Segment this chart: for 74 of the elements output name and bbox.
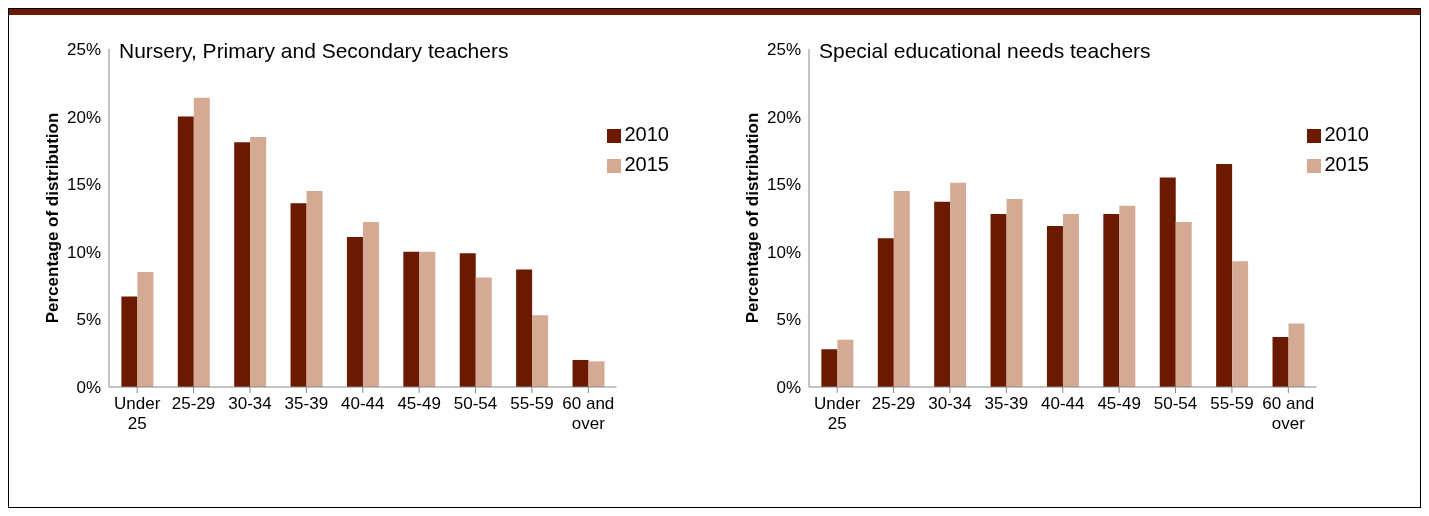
bar xyxy=(419,251,436,387)
x-tick-label: 45-49 xyxy=(1097,394,1141,413)
x-tick-label: 40-44 xyxy=(1041,394,1085,413)
x-tick-label: 30-34 xyxy=(228,394,272,413)
x-tick-label: 55-59 xyxy=(510,394,554,413)
y-tick-label: 10% xyxy=(766,242,801,262)
x-tick-label: 55-59 xyxy=(1210,394,1254,413)
y-tick-label: 5% xyxy=(776,310,801,330)
bar xyxy=(821,349,838,387)
y-tick-label: 10% xyxy=(66,242,101,262)
x-tick-label: 45-49 xyxy=(397,394,441,413)
bar xyxy=(516,269,533,387)
legend-label: 2010 xyxy=(624,123,669,145)
bar xyxy=(290,203,307,387)
bar xyxy=(346,236,363,387)
y-tick-label: 25% xyxy=(766,40,801,60)
bar xyxy=(588,361,605,387)
bar xyxy=(837,339,854,387)
bar xyxy=(1159,177,1176,387)
bar xyxy=(1232,261,1249,387)
y-axis-title: Percentage of distribution xyxy=(743,112,763,324)
chart-title: Nursery, Primary and Secondary teachers xyxy=(119,39,509,63)
bar xyxy=(532,315,549,387)
bar xyxy=(1288,323,1305,387)
y-tick-label: 0% xyxy=(76,378,101,398)
bar xyxy=(177,116,194,387)
bar xyxy=(306,190,323,387)
bar xyxy=(121,296,138,387)
bar xyxy=(1046,226,1063,387)
x-tick-label: 25-29 xyxy=(171,394,216,413)
bar xyxy=(193,97,210,387)
x-tick-label: 60 and over xyxy=(1262,394,1315,433)
x-tick-label: 35-39 xyxy=(984,394,1029,413)
bar xyxy=(877,238,894,387)
bar xyxy=(1103,213,1120,387)
x-tick-label: 50-54 xyxy=(1153,394,1198,413)
x-tick-label: 50-54 xyxy=(453,394,498,413)
y-tick-label: 15% xyxy=(766,175,801,195)
x-tick-label: 40-44 xyxy=(341,394,385,413)
bar xyxy=(934,201,951,387)
bar xyxy=(234,142,251,387)
bar xyxy=(475,277,492,387)
bar xyxy=(990,213,1007,387)
legend-label: 2015 xyxy=(1324,153,1369,175)
legend-label: 2010 xyxy=(1324,123,1369,145)
x-tick-label: Under 25 xyxy=(114,394,161,433)
y-axis-title: Percentage of distribution xyxy=(43,112,63,324)
bar xyxy=(1062,213,1079,387)
bar xyxy=(1216,163,1233,387)
y-tick-label: 5% xyxy=(76,310,101,330)
bar xyxy=(950,182,967,387)
bar xyxy=(1006,199,1023,387)
bar xyxy=(459,253,476,387)
x-tick-label: Under 25 xyxy=(814,394,861,433)
y-tick-label: 25% xyxy=(66,40,101,60)
bar xyxy=(362,222,379,387)
chart-title: Special educational needs teachers xyxy=(819,39,1151,63)
x-tick-label: 25-29 xyxy=(871,394,916,413)
x-tick-label: 30-34 xyxy=(928,394,972,413)
x-tick-label: 35-39 xyxy=(284,394,329,413)
y-tick-label: 20% xyxy=(66,107,101,127)
bar xyxy=(572,359,589,387)
bar xyxy=(403,251,420,387)
bar xyxy=(137,272,154,387)
bar xyxy=(893,190,910,387)
bar xyxy=(1272,336,1289,387)
bar xyxy=(250,136,267,387)
bar xyxy=(1175,222,1192,387)
legend-label: 2015 xyxy=(624,153,669,175)
x-tick-label: 60 and over xyxy=(562,394,615,433)
y-tick-label: 15% xyxy=(66,175,101,195)
y-tick-label: 20% xyxy=(766,107,801,127)
bar xyxy=(1119,205,1136,387)
y-tick-label: 0% xyxy=(776,378,801,398)
